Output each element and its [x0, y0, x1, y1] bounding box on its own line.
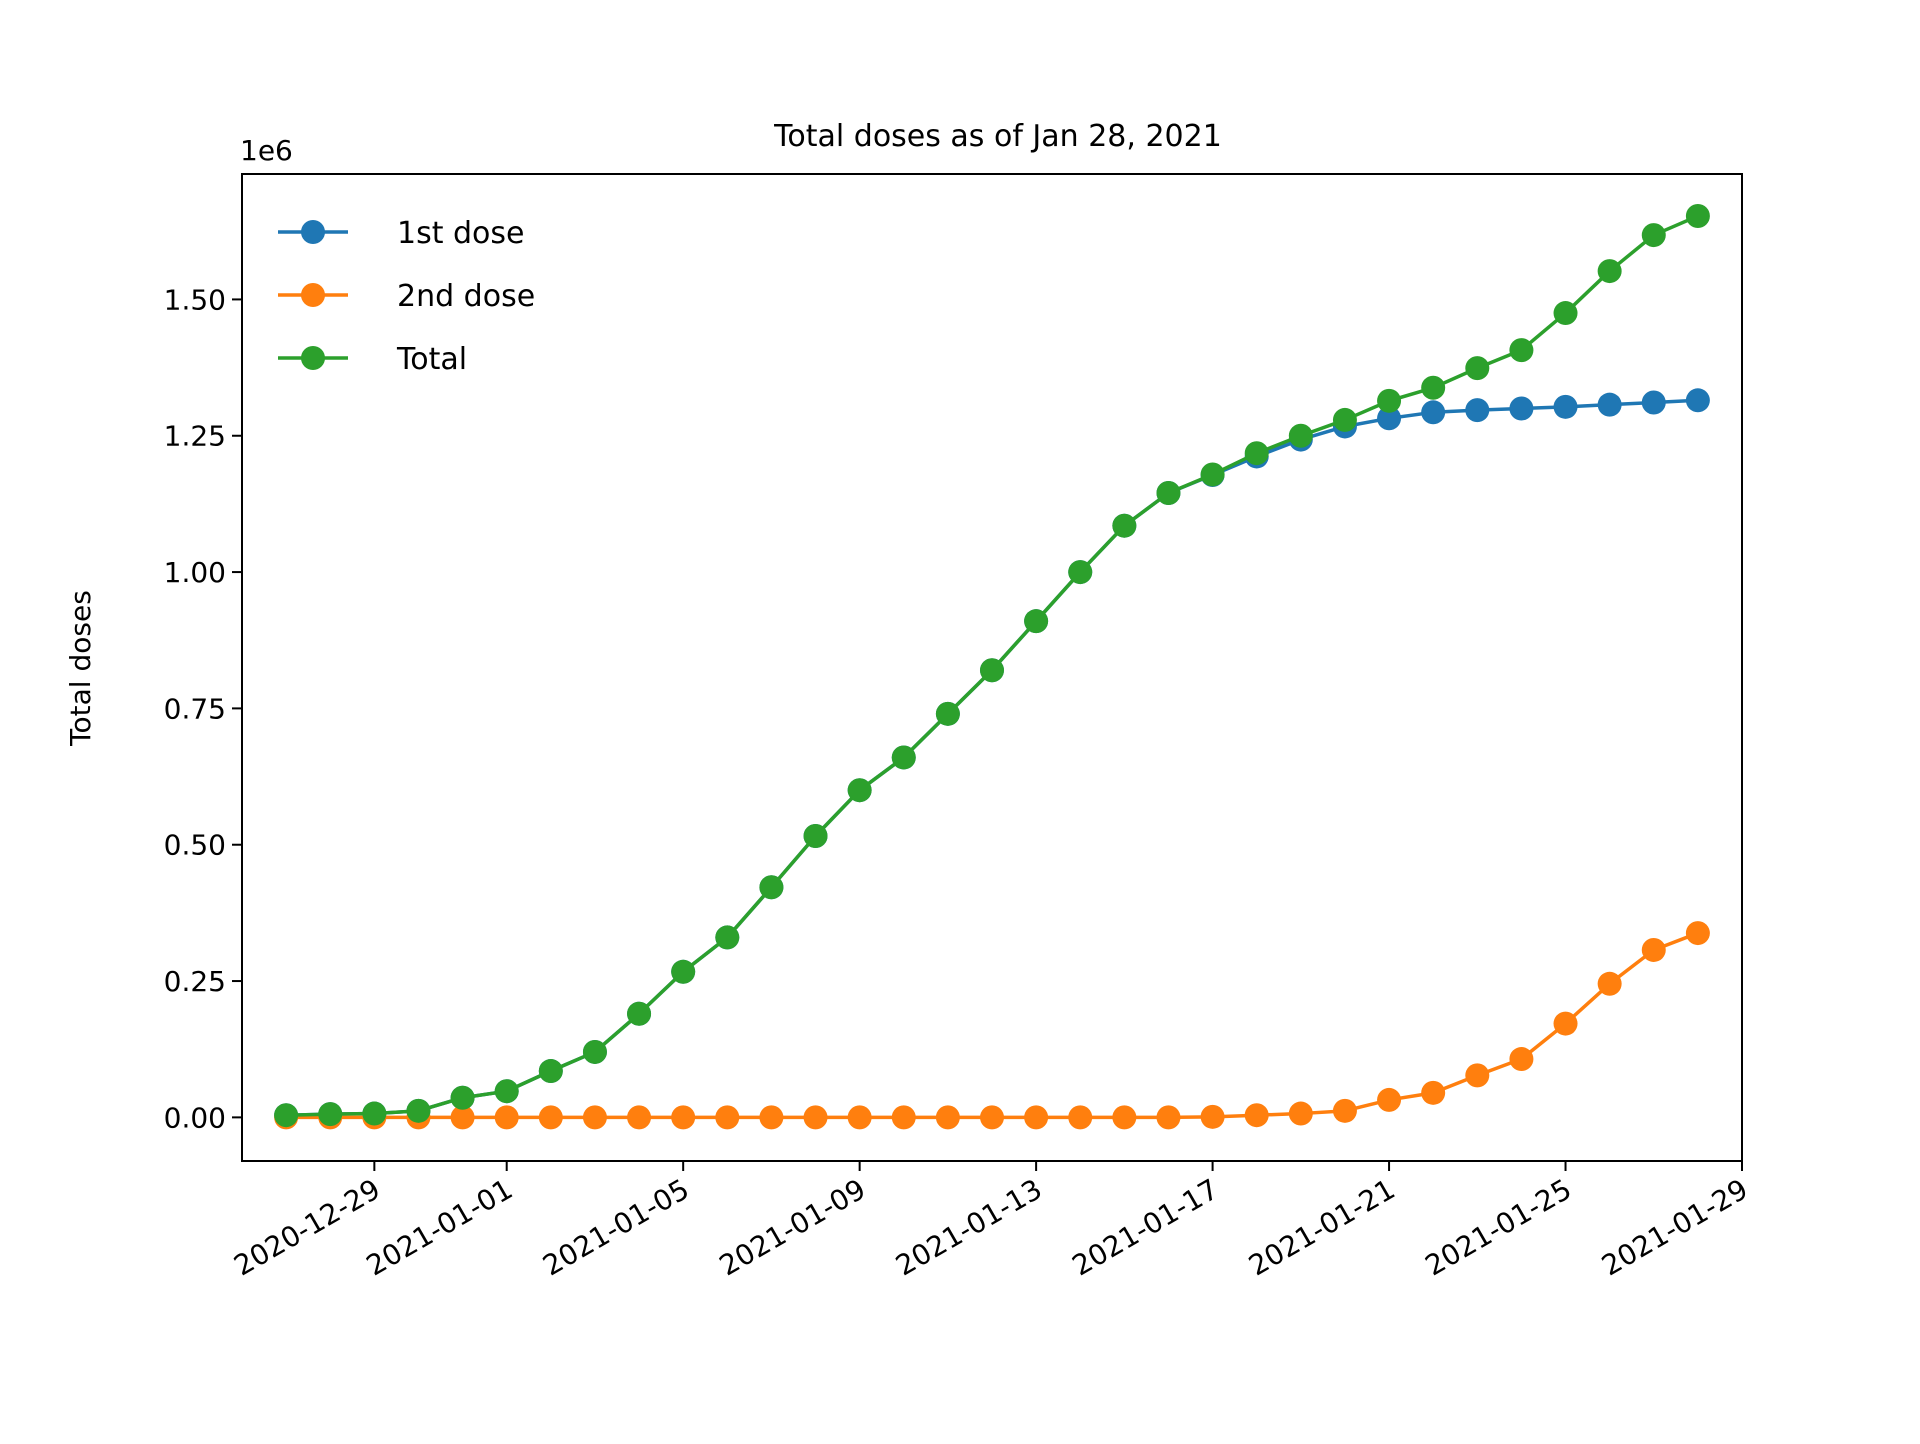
data-point — [494, 1079, 519, 1104]
data-point — [1685, 388, 1710, 413]
legend-label: 2nd dose — [397, 279, 535, 314]
data-point — [1377, 388, 1402, 413]
y-tick-label: 0.00 — [164, 1101, 226, 1134]
y-tick-label: 0.25 — [164, 965, 226, 998]
data-point — [538, 1059, 563, 1084]
data-point — [1465, 356, 1490, 381]
legend-marker — [301, 283, 325, 307]
data-point — [1421, 400, 1446, 425]
data-point — [1288, 423, 1313, 448]
data-point — [362, 1101, 387, 1126]
data-point — [538, 1105, 563, 1130]
y-axis-offset-label: 1e6 — [240, 134, 293, 167]
data-point — [494, 1105, 519, 1130]
data-point — [715, 1105, 740, 1130]
data-point — [1244, 441, 1269, 466]
data-point — [1421, 1080, 1446, 1105]
data-point — [803, 1105, 828, 1130]
y-tick-label: 1.25 — [164, 420, 226, 453]
series-3 — [274, 203, 1710, 1128]
data-point — [980, 658, 1004, 683]
data-point — [1509, 396, 1534, 421]
data-point — [1597, 971, 1622, 996]
data-point — [759, 1105, 784, 1130]
data-point — [274, 1103, 299, 1128]
data-point — [1465, 398, 1490, 423]
y-axis-label: Total doses — [64, 590, 97, 747]
data-point — [980, 1105, 1004, 1130]
data-point — [1288, 1101, 1313, 1126]
data-point — [1112, 1105, 1137, 1130]
data-point — [847, 1105, 872, 1130]
legend-label: 1st dose — [397, 216, 525, 251]
legend-marker — [301, 346, 325, 370]
series-layer — [274, 203, 1710, 1130]
data-point — [1244, 1103, 1269, 1128]
data-point — [627, 1001, 652, 1026]
y-tick-label: 0.50 — [164, 829, 226, 862]
legend-label: Total — [396, 342, 467, 377]
data-point — [1024, 609, 1049, 634]
data-point — [1641, 390, 1666, 415]
data-point — [1156, 481, 1181, 506]
data-point — [847, 778, 872, 803]
data-point — [450, 1105, 475, 1130]
data-point — [671, 959, 696, 984]
legend-entry: 1st dose — [278, 216, 525, 251]
data-point — [935, 701, 960, 726]
y-tick-label: 0.75 — [164, 692, 226, 725]
data-point — [450, 1085, 475, 1110]
data-point — [1553, 394, 1578, 419]
data-point — [759, 875, 784, 900]
data-point — [627, 1105, 652, 1130]
data-point — [1553, 1011, 1578, 1036]
legend: 1st dose 2nd dose Total — [278, 216, 535, 377]
data-point — [582, 1105, 607, 1130]
data-point — [1068, 560, 1093, 585]
data-point — [318, 1102, 343, 1127]
chart-title: Total doses as of Jan 28, 2021 — [773, 119, 1222, 154]
legend-marker — [301, 220, 325, 244]
data-point — [1421, 375, 1446, 400]
data-point — [1509, 338, 1534, 363]
data-point — [715, 925, 740, 950]
legend-entry: Total — [278, 342, 467, 377]
plot-frame — [241, 173, 1743, 1162]
data-point — [1465, 1063, 1490, 1088]
legend-entry: 2nd dose — [278, 279, 535, 314]
data-point — [1200, 1104, 1225, 1129]
data-point — [582, 1039, 607, 1064]
y-tick-label: 1.00 — [164, 556, 226, 589]
data-point — [1377, 406, 1402, 431]
data-point — [1112, 513, 1137, 538]
data-point — [1024, 1105, 1049, 1130]
data-point — [1332, 407, 1357, 432]
y-tick-label: 1.50 — [164, 283, 226, 316]
data-point — [1332, 1098, 1357, 1123]
data-point — [1068, 1105, 1093, 1130]
data-point — [1200, 462, 1225, 487]
data-point — [1641, 223, 1666, 248]
data-point — [1685, 921, 1710, 946]
data-point — [1685, 203, 1710, 228]
data-point — [406, 1098, 431, 1123]
data-point — [1641, 937, 1666, 962]
series-2 — [274, 921, 1710, 1130]
data-point — [803, 823, 828, 848]
data-point — [1509, 1047, 1534, 1072]
data-point — [1156, 1105, 1181, 1130]
data-point — [1377, 1087, 1402, 1112]
data-point — [1597, 259, 1622, 284]
data-point — [891, 1105, 916, 1130]
data-point — [671, 1105, 696, 1130]
data-point — [891, 745, 916, 770]
data-point — [1553, 301, 1578, 326]
data-point — [935, 1105, 960, 1130]
data-point — [1597, 392, 1622, 417]
